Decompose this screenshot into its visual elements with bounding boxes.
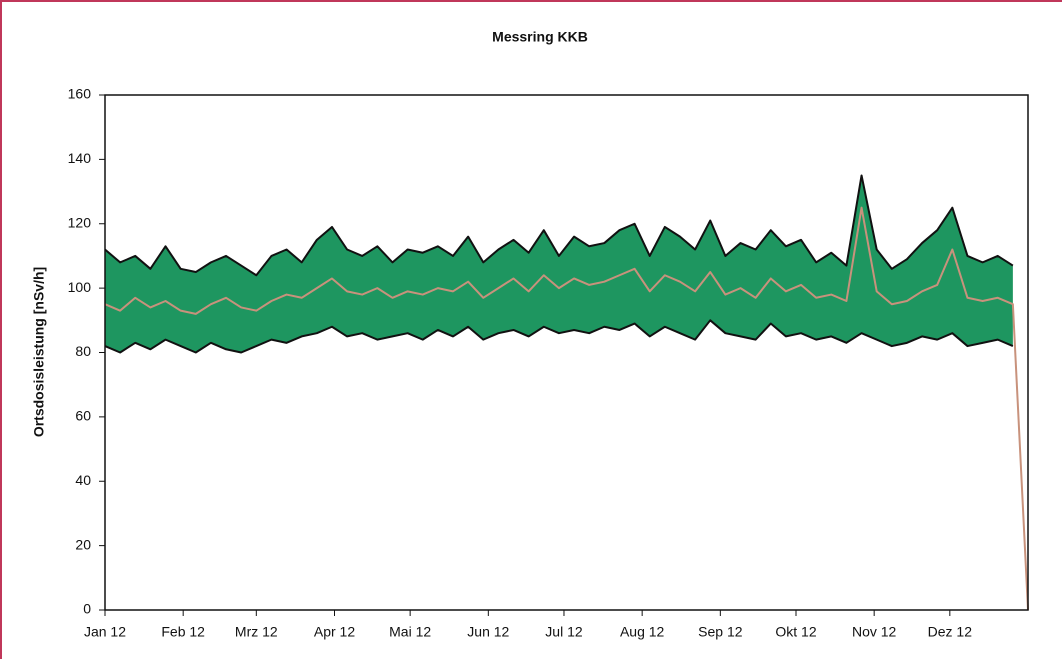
x-tick-label: Okt 12 — [775, 624, 816, 640]
y-tick-label: 140 — [68, 150, 92, 166]
x-tick-label: Apr 12 — [314, 624, 355, 640]
y-tick-label: 120 — [68, 214, 92, 230]
x-tick-label: Mrz 12 — [235, 624, 278, 640]
y-tick-label: 100 — [68, 279, 92, 295]
band-edge — [104, 319, 1014, 354]
y-tick-label: 60 — [75, 408, 91, 424]
chart-title: Messring KKB — [492, 29, 588, 45]
band-edge — [104, 174, 1014, 277]
x-tick-label: Aug 12 — [620, 624, 665, 640]
x-tick-label: Jul 12 — [545, 624, 583, 640]
x-tick-label: Dez 12 — [928, 624, 973, 640]
x-tick-label: Sep 12 — [698, 624, 743, 640]
y-tick-label: 0 — [83, 601, 91, 617]
x-tick-label: Feb 12 — [161, 624, 205, 640]
band-area — [105, 175, 1013, 353]
mean-line — [104, 206, 1029, 611]
x-tick-label: Jun 12 — [467, 624, 509, 640]
y-tick-label: 40 — [75, 472, 91, 488]
y-tick-label: 160 — [68, 86, 92, 102]
x-tick-label: Jan 12 — [84, 624, 126, 640]
x-tick-label: Nov 12 — [852, 624, 897, 640]
y-axis-label: Ortsdosisleistung [nSv/h] — [31, 267, 47, 437]
plot-frame — [104, 94, 1029, 611]
y-tick-label: 80 — [75, 343, 91, 359]
x-tick-label: Mai 12 — [389, 624, 431, 640]
y-tick-label: 20 — [75, 536, 91, 552]
